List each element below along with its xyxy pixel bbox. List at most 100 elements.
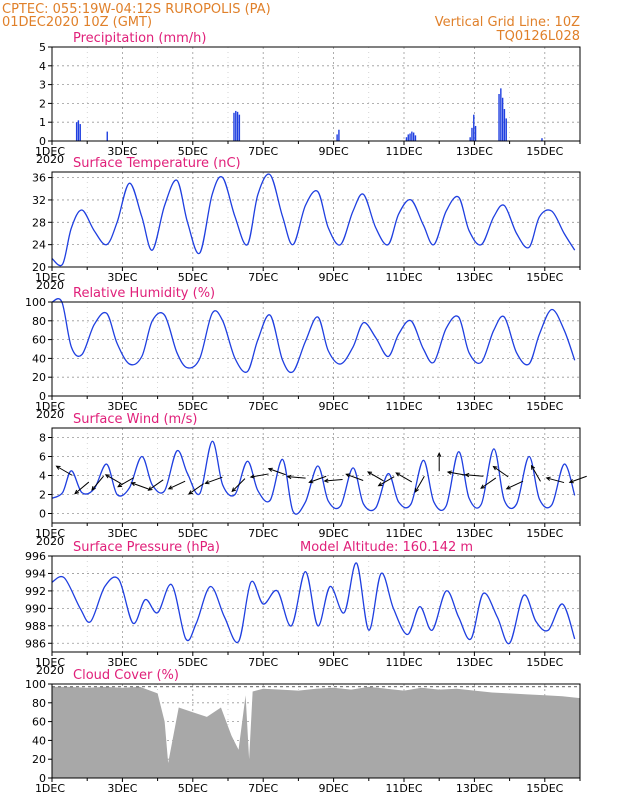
precip-bar <box>233 112 235 141</box>
y-tick-label: 1 <box>39 116 46 129</box>
x-tick-label: 7DEC <box>248 656 278 669</box>
temperature-frame <box>51 171 581 268</box>
precip-bar <box>411 131 413 141</box>
precip-bar <box>77 120 80 141</box>
pressure-title: Surface Pressure (hPa) <box>73 540 220 555</box>
precip-bar <box>238 114 241 141</box>
wind-vector <box>437 452 442 472</box>
wind-frame <box>51 427 581 524</box>
y-tick-label: 20 <box>32 753 46 766</box>
y-tick-label: 988 <box>25 620 46 633</box>
y-tick-label: 0 <box>39 772 46 785</box>
wind-vector <box>188 483 204 495</box>
wind-vector <box>323 478 343 483</box>
precip-bar <box>505 118 507 141</box>
y-tick-label: 5 <box>39 41 46 54</box>
precipitation-frame <box>51 46 581 142</box>
wind-vector <box>446 470 466 476</box>
x-tick-label: 11DEC <box>385 271 422 284</box>
x-tick-label: 1DEC <box>35 145 65 158</box>
precip-bar <box>336 134 338 141</box>
x-tick-label: 9DEC <box>319 271 349 284</box>
wind-vector <box>414 476 425 493</box>
wind-vector <box>117 477 134 488</box>
cloud-cover-area <box>52 686 580 778</box>
wind-vector <box>267 467 286 476</box>
y-tick-label: 4 <box>39 60 46 73</box>
wind-series-line <box>51 440 576 515</box>
header-run-time: 01DEC2020 10Z (GMT) <box>2 15 152 30</box>
precip-bar <box>75 122 78 141</box>
x-tick-label: 7DEC <box>248 400 278 413</box>
wind-vector <box>530 464 541 482</box>
wind-vector <box>167 480 186 490</box>
y-tick-label: 3 <box>39 79 46 92</box>
x-tick-label: 3DEC <box>107 656 137 669</box>
y-tick-label: 40 <box>32 352 46 365</box>
x-tick-label: 5DEC <box>178 782 208 795</box>
cloud-panel: 0 20 40 60 80 100 1DEC 3DEC 5DEC 7DEC 9DEC 11DEC 13D… <box>25 668 581 795</box>
temperature-title: Surface Temperature (nC) <box>73 156 241 171</box>
x-tick-label: 11DEC <box>385 400 422 413</box>
y-tick-label: 986 <box>25 637 46 650</box>
pressure-series-line <box>51 562 576 645</box>
x-tick-label: 7DEC <box>248 527 278 540</box>
model-altitude-note: Model Altitude: 160.142 m <box>300 540 473 555</box>
x-tick-label: 15DEC <box>526 527 563 540</box>
cloud-title: Cloud Cover (%) <box>73 668 179 683</box>
cloud-frame <box>51 683 581 779</box>
wind-vector <box>568 475 587 484</box>
x-year-label: 2020 <box>36 408 64 421</box>
x-year-label: 2020 <box>36 535 64 548</box>
wind-vector <box>249 473 269 479</box>
y-tick-label: 28 <box>32 216 46 229</box>
y-tick-label: 4 <box>39 470 46 483</box>
y-tick-label: 990 <box>25 602 46 615</box>
x-tick-label: 7DEC <box>248 271 278 284</box>
wind-vector <box>147 479 164 491</box>
y-tick-label: 60 <box>32 334 46 347</box>
x-tick-label: 5DEC <box>178 145 208 158</box>
header-model-code: TQ0126L028 <box>496 29 580 44</box>
precip-bar <box>501 97 504 141</box>
x-tick-label: 5DEC <box>178 271 208 284</box>
x-tick-label: 13DEC <box>456 400 493 413</box>
x-tick-label: 3DEC <box>107 145 137 158</box>
wind-panel: 0 2 4 6 8 1DEC 3DEC 5DEC 7DEC 9DEC 11DEC 13DEC 15DEC… <box>35 412 587 548</box>
precip-bar <box>235 110 237 141</box>
x-tick-label: 13DEC <box>456 271 493 284</box>
x-tick-label: 15DEC <box>526 145 563 158</box>
wind-vector <box>130 481 149 490</box>
y-tick-label: 2 <box>39 489 46 502</box>
humidity-title: Relative Humidity (%) <box>73 286 215 301</box>
precip-bar <box>409 133 411 141</box>
y-tick-label: 2 <box>39 97 46 110</box>
x-tick-label: 13DEC <box>456 782 493 795</box>
y-tick-label: 0 <box>39 390 46 403</box>
header-grid-note: Vertical Grid Line: 10Z <box>435 15 580 30</box>
precip-bar <box>405 137 408 141</box>
precipitation-panel: 0 1 2 3 4 5 1DEC 3DEC 5DEC 7DEC 9DEC 11DEC 13DEC 15DE… <box>35 31 581 166</box>
x-tick-label: 11DEC <box>385 145 422 158</box>
precip-bar <box>503 109 506 141</box>
y-tick-label: 80 <box>32 315 46 328</box>
precip-bar <box>79 124 81 141</box>
wind-vector <box>367 471 384 482</box>
precip-bar <box>407 134 409 141</box>
x-tick-label: 1DEC <box>35 271 65 284</box>
precip-bar <box>498 94 500 141</box>
x-tick-label: 9DEC <box>319 656 349 669</box>
x-tick-label: 9DEC <box>319 527 349 540</box>
x-tick-label: 15DEC <box>526 782 563 795</box>
precip-bar <box>106 131 108 141</box>
x-tick-label: 5DEC <box>178 656 208 669</box>
wind-vector <box>308 475 327 484</box>
wind-vector <box>492 465 509 478</box>
x-tick-label: 9DEC <box>319 782 349 795</box>
y-tick-label: 40 <box>32 734 46 747</box>
x-tick-label: 3DEC <box>107 782 137 795</box>
x-tick-label: 11DEC <box>385 527 422 540</box>
wind-vector <box>480 477 497 489</box>
x-tick-label: 3DEC <box>107 527 137 540</box>
wind-vector <box>345 473 364 481</box>
